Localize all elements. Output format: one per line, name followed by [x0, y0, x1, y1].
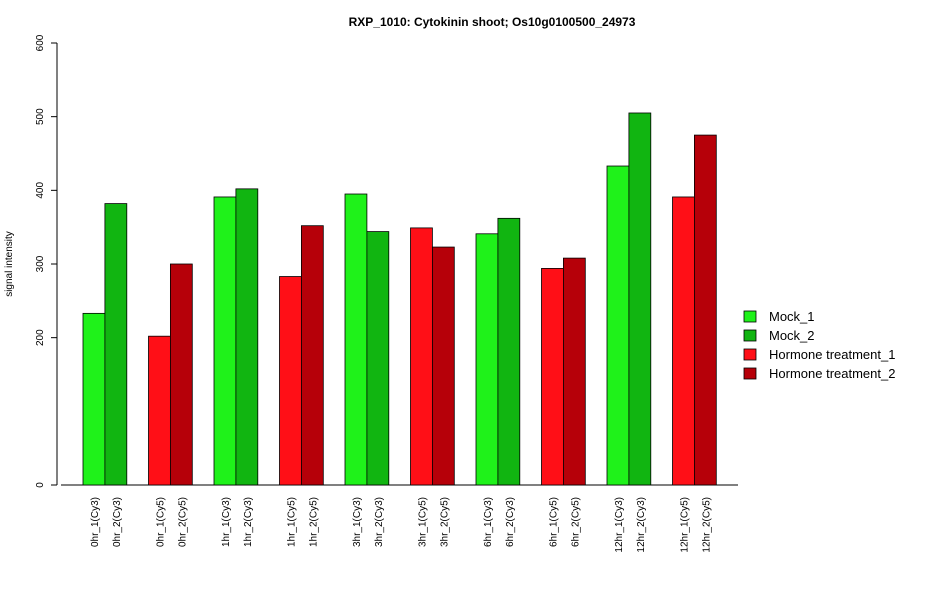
bar-3hr_1(Cy5) [410, 227, 433, 486]
bar-0hr_1(Cy3) [82, 312, 106, 486]
x-tick-label: 3hr_1(Cy5) [417, 497, 428, 547]
x-tick-label: 0hr_2(Cy5) [177, 497, 188, 547]
bar-3hr_2(Cy3) [366, 231, 390, 486]
x-tick-label: 0hr_1(Cy3) [90, 497, 101, 547]
bar-12hr_2(Cy5) [694, 134, 717, 486]
bar-12hr_2(Cy3) [628, 112, 652, 486]
legend-label: Hormone treatment_1 [769, 347, 895, 362]
legend-swatch [743, 329, 757, 342]
y-tick-label: 500 [35, 108, 46, 125]
x-tick-labels: 0hr_1(Cy3) 0hr_2(Cy3) 0hr_1(Cy5) 0hr_2(Cy5)… [90, 497, 712, 553]
bar-12hr_1(Cy3) [606, 165, 630, 486]
x-tick-label: 6hr_1(Cy3) [483, 497, 494, 547]
y-tick-label: 200 [35, 329, 46, 346]
legend: Mock_1 Mock_2 Hormone treatment_1 Hormone t… [743, 309, 895, 381]
x-tick-label: 3hr_2(Cy5) [439, 497, 450, 547]
legend-swatch [743, 310, 757, 323]
bar-1hr_2(Cy3) [235, 188, 259, 486]
x-tick-label: 0hr_2(Cy3) [112, 497, 123, 547]
x-tick-label: 1hr_1(Cy3) [221, 497, 232, 547]
bars-group [82, 112, 717, 486]
x-tick-label: 0hr_1(Cy5) [155, 497, 166, 547]
bar-3hr_2(Cy5) [431, 246, 455, 486]
y-tick-label: 0 [35, 482, 46, 488]
legend-label: Mock_1 [769, 309, 815, 324]
chart-title: RXP_1010: Cytokinin shoot; Os10g0100500_… [349, 15, 636, 29]
y-axis: 0 200 300 400 500 600 [35, 34, 58, 488]
bar-6hr_1(Cy5) [541, 268, 564, 486]
bar-0hr_2(Cy3) [104, 203, 128, 486]
bar-0hr_1(Cy5) [148, 335, 171, 486]
legend-swatch [743, 367, 757, 380]
bar-1hr_2(Cy5) [300, 225, 324, 486]
x-tick-label: 12hr_1(Cy5) [679, 497, 690, 553]
bar-1hr_1(Cy5) [279, 276, 302, 486]
y-axis-label: signal intensity [4, 231, 15, 297]
x-tick-label: 1hr_2(Cy5) [308, 497, 319, 547]
legend-label: Hormone treatment_2 [769, 366, 895, 381]
bar-3hr_1(Cy3) [344, 193, 368, 486]
y-tick-label: 600 [35, 34, 46, 51]
x-tick-label: 12hr_1(Cy3) [614, 497, 625, 553]
bar-6hr_2(Cy5) [563, 257, 586, 486]
x-tick-label: 6hr_2(Cy5) [570, 497, 581, 547]
x-tick-label: 1hr_1(Cy5) [286, 497, 297, 547]
x-tick-label: 12hr_2(Cy3) [636, 497, 647, 553]
x-tick-label: 3hr_2(Cy3) [374, 497, 385, 547]
legend-swatch [743, 348, 757, 361]
bar-6hr_1(Cy3) [475, 233, 499, 486]
bar-0hr_2(Cy5) [169, 263, 193, 486]
y-tick-label: 400 [35, 182, 46, 199]
x-tick-label: 3hr_1(Cy3) [352, 497, 363, 547]
y-tick-label: 300 [35, 255, 46, 272]
x-tick-label: 6hr_1(Cy5) [548, 497, 559, 547]
legend-label: Mock_2 [769, 328, 815, 343]
bar-6hr_2(Cy3) [497, 217, 521, 486]
x-tick-label: 1hr_2(Cy3) [243, 497, 254, 547]
bar-12hr_1(Cy5) [672, 196, 695, 486]
x-tick-label: 6hr_2(Cy3) [505, 497, 516, 547]
bar-1hr_1(Cy3) [213, 196, 237, 486]
x-tick-label: 12hr_2(Cy5) [701, 497, 712, 553]
